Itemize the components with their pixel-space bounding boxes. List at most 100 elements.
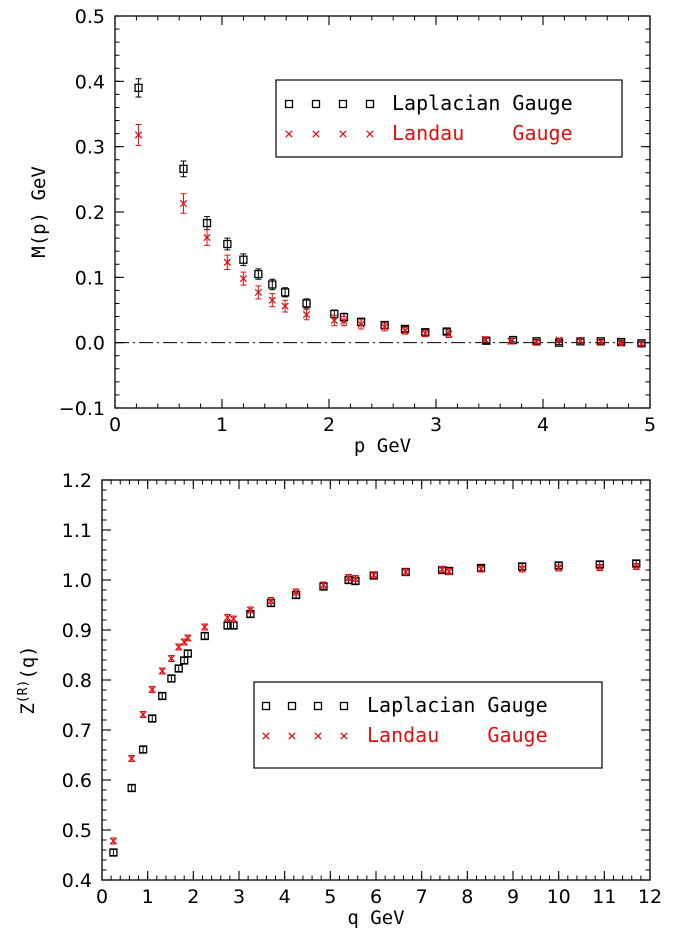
error-bar: [140, 746, 147, 753]
x-tick-label: 5: [324, 886, 336, 908]
data-point: [477, 565, 485, 573]
data-point: [183, 649, 193, 658]
error-bar: [204, 216, 211, 231]
data-point: [202, 218, 212, 228]
data-point: [380, 323, 389, 331]
data-point: [370, 571, 378, 579]
legend-marker: [314, 732, 322, 740]
legend-marker: [311, 99, 321, 109]
error-bar: [181, 657, 188, 664]
x-tick-label: 0: [109, 414, 121, 436]
legend-marker: [365, 99, 375, 109]
data-point: [596, 337, 605, 346]
data-point: [302, 310, 311, 319]
data-point: [340, 317, 348, 325]
error-bar: [180, 160, 187, 178]
data-point: [167, 674, 176, 683]
y-tick-label: 0.2: [75, 202, 105, 224]
data-point: [344, 573, 353, 582]
data-point: [532, 338, 541, 346]
data-point: [128, 754, 136, 763]
data-point: [280, 288, 290, 297]
y-tick-label: −0.1: [59, 398, 105, 420]
data-point: [268, 296, 276, 304]
x-tick-label: 3: [430, 414, 442, 436]
data-point: [201, 623, 209, 631]
x-tick-label: 12: [638, 886, 662, 908]
x-tick-label: 4: [279, 886, 291, 908]
error-bar: [128, 784, 135, 792]
data-point: [134, 83, 143, 93]
mass-function-chart: 0 1 2 3 4 5 −0.1 0.0 0.1 0.2 0.3 0.4 0.5 p GeV M(p) Ge…: [28, 6, 656, 457]
error-bar: [184, 650, 191, 657]
data-point: [223, 258, 232, 266]
error-bar: [201, 632, 208, 640]
y-axis-title-superscript: (R): [16, 680, 31, 703]
x-axis-title: p GeV: [354, 435, 411, 457]
x-tick-label: 8: [461, 886, 473, 908]
data-point: [200, 631, 209, 641]
y-tick-label: 0.1: [75, 267, 105, 289]
legend-label: Laplacian Gauge: [392, 91, 573, 115]
error-bar: [135, 78, 142, 98]
data-point: [596, 563, 604, 572]
plot-frame: [114, 15, 651, 409]
legend-marker: [287, 701, 297, 711]
x-tick-label: 7: [416, 886, 428, 908]
x-tick-label: 11: [592, 886, 616, 908]
y-axis-title: M(p) GeV: [28, 166, 50, 258]
data-point: [223, 621, 232, 630]
data-point: [223, 613, 232, 622]
error-bar: [110, 849, 117, 856]
data-point: [179, 199, 188, 208]
legend-marker: [340, 732, 348, 740]
data-point: [576, 337, 585, 346]
data-point: [442, 327, 451, 336]
y-tick-label: 0.3: [75, 137, 105, 159]
data-point: [617, 339, 625, 347]
y-tick-label: 0.6: [62, 770, 92, 792]
legend-label: Landau Gauge: [392, 121, 573, 145]
data-point: [330, 316, 339, 325]
data-point: [445, 567, 453, 576]
data-point: [292, 588, 300, 596]
data-point: [597, 338, 605, 346]
data-point: [167, 654, 176, 663]
data-point: [555, 564, 563, 572]
x-tick-label: 2: [187, 886, 199, 908]
x-tick-label: 2: [323, 414, 335, 436]
error-bar: [159, 692, 166, 700]
legend-marker: [285, 130, 293, 138]
data-point: [229, 615, 238, 623]
y-tick-label: 1.1: [62, 520, 92, 542]
legend-marker: [338, 99, 348, 109]
legend-marker: [288, 732, 296, 740]
x-tick-label: 9: [507, 886, 519, 908]
legend-marker: [366, 130, 374, 138]
legend-box: [253, 681, 603, 769]
data-point: [351, 574, 360, 583]
x-tick-label: 5: [644, 414, 656, 436]
y-tick-label: 0.8: [62, 670, 92, 692]
legend-marker: [313, 701, 323, 711]
data-point: [507, 337, 515, 346]
y-tick-label: 0.0: [75, 333, 105, 355]
legend-marker: [284, 99, 294, 109]
data-point: [148, 685, 156, 694]
data-point: [402, 568, 410, 576]
x-tick-label: 1: [142, 886, 154, 908]
data-point: [158, 667, 166, 675]
y-tick-label: 0.7: [62, 720, 92, 742]
series-landau-gauge: [134, 123, 646, 348]
data-point: [134, 131, 143, 139]
legend-label: Laplacian Gauge: [367, 693, 548, 717]
x-axis-title: q GeV: [347, 907, 404, 929]
y-tick-label: 0.5: [62, 820, 92, 842]
x-tick-label: 6: [370, 886, 382, 908]
data-point: [127, 783, 136, 793]
data-point: [254, 269, 263, 279]
y-axis-title: Z(R)(q): [16, 645, 39, 714]
data-point: [139, 710, 147, 719]
y-tick-label: 1.0: [62, 570, 92, 592]
data-point: [357, 320, 365, 329]
